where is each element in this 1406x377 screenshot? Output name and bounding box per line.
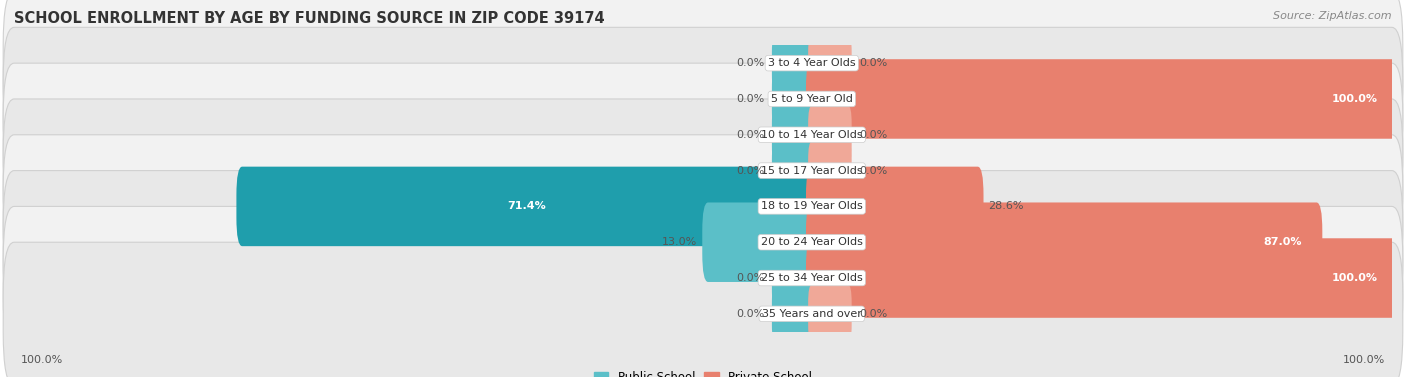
Text: 15 to 17 Year Olds: 15 to 17 Year Olds [761, 166, 863, 176]
Text: 0.0%: 0.0% [737, 130, 765, 140]
FancyBboxPatch shape [3, 0, 1403, 135]
FancyBboxPatch shape [3, 242, 1403, 377]
FancyBboxPatch shape [806, 59, 1398, 139]
FancyBboxPatch shape [772, 70, 815, 128]
FancyBboxPatch shape [808, 142, 852, 199]
Text: 0.0%: 0.0% [859, 130, 887, 140]
Text: 13.0%: 13.0% [662, 237, 697, 247]
Text: 0.0%: 0.0% [859, 58, 887, 68]
Text: 87.0%: 87.0% [1264, 237, 1302, 247]
Text: 100.0%: 100.0% [21, 355, 63, 365]
FancyBboxPatch shape [772, 34, 815, 92]
Text: 0.0%: 0.0% [737, 166, 765, 176]
FancyBboxPatch shape [808, 285, 852, 343]
Text: 71.4%: 71.4% [508, 201, 547, 211]
Text: 100.0%: 100.0% [1331, 94, 1378, 104]
Text: 10 to 14 Year Olds: 10 to 14 Year Olds [761, 130, 863, 140]
FancyBboxPatch shape [806, 238, 1398, 318]
FancyBboxPatch shape [772, 285, 815, 343]
FancyBboxPatch shape [808, 106, 852, 164]
FancyBboxPatch shape [3, 28, 1403, 171]
FancyBboxPatch shape [772, 249, 815, 307]
FancyBboxPatch shape [808, 34, 852, 92]
FancyBboxPatch shape [772, 142, 815, 199]
Text: 0.0%: 0.0% [737, 273, 765, 283]
Legend: Public School, Private School: Public School, Private School [589, 366, 817, 377]
Text: 100.0%: 100.0% [1343, 355, 1385, 365]
Text: 35 Years and over: 35 Years and over [762, 309, 862, 319]
Text: SCHOOL ENROLLMENT BY AGE BY FUNDING SOURCE IN ZIP CODE 39174: SCHOOL ENROLLMENT BY AGE BY FUNDING SOUR… [14, 11, 605, 26]
FancyBboxPatch shape [772, 106, 815, 164]
Text: 18 to 19 Year Olds: 18 to 19 Year Olds [761, 201, 863, 211]
Text: 0.0%: 0.0% [737, 58, 765, 68]
FancyBboxPatch shape [236, 167, 817, 246]
FancyBboxPatch shape [3, 63, 1403, 207]
Text: Source: ZipAtlas.com: Source: ZipAtlas.com [1274, 11, 1392, 21]
Text: 0.0%: 0.0% [859, 166, 887, 176]
Text: 100.0%: 100.0% [1331, 273, 1378, 283]
Text: 0.0%: 0.0% [859, 309, 887, 319]
FancyBboxPatch shape [702, 202, 817, 282]
Text: 28.6%: 28.6% [988, 201, 1024, 211]
FancyBboxPatch shape [806, 167, 984, 246]
FancyBboxPatch shape [806, 202, 1322, 282]
FancyBboxPatch shape [3, 135, 1403, 278]
Text: 25 to 34 Year Olds: 25 to 34 Year Olds [761, 273, 863, 283]
FancyBboxPatch shape [3, 207, 1403, 350]
FancyBboxPatch shape [3, 171, 1403, 314]
Text: 3 to 4 Year Olds: 3 to 4 Year Olds [768, 58, 856, 68]
Text: 0.0%: 0.0% [737, 94, 765, 104]
Text: 5 to 9 Year Old: 5 to 9 Year Old [770, 94, 852, 104]
Text: 0.0%: 0.0% [737, 309, 765, 319]
FancyBboxPatch shape [3, 99, 1403, 242]
Text: 20 to 24 Year Olds: 20 to 24 Year Olds [761, 237, 863, 247]
